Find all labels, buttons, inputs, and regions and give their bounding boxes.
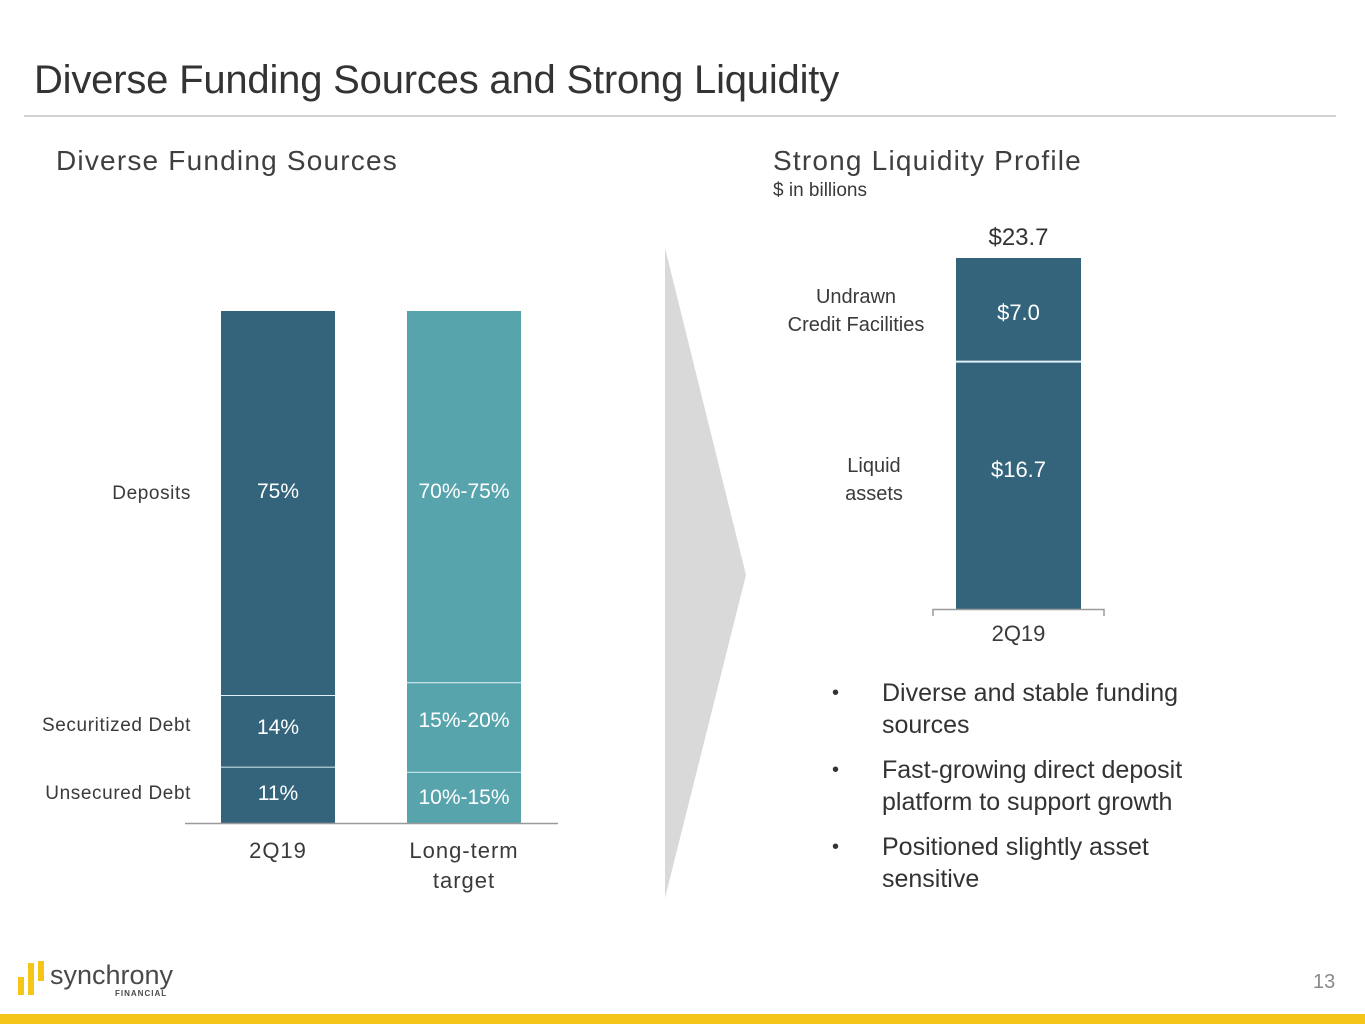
bar-segment-liquid-assets (956, 361, 1081, 609)
x-axis-tick-label: 2Q19 (249, 838, 307, 863)
bar-segment-securitized-debt (221, 695, 335, 767)
bullet-text: Diverse and stable funding sources (882, 679, 1179, 739)
data-label: 11% (258, 782, 298, 805)
bar-segment-deposits (221, 311, 335, 695)
series-label: Credit Facilities (788, 314, 925, 336)
bullet-item: • Positioned slightly asset sensitive (826, 831, 1246, 895)
data-label: $16.7 (991, 457, 1046, 482)
x-axis-tick-label: Long-term (409, 838, 518, 863)
slide-title: Diverse Funding Sources and Strong Liqui… (34, 58, 839, 102)
data-label: $7.0 (997, 300, 1040, 325)
page-number: 13 (1313, 971, 1336, 993)
bar-segment-unsecured-debt (407, 771, 521, 823)
funding-sources-chart: 75% 14% 11% 2Q19 70%-75% 15%-20% 10%-15% Long-t… (42, 311, 558, 893)
liquidity-section-title: Strong Liquidity Profile (773, 145, 1082, 176)
data-label: 10%-15% (418, 786, 509, 809)
key-points-list: • Diverse and stable funding sources • Fast… (826, 677, 1246, 908)
x-axis-tick-label: 2Q19 (992, 621, 1046, 646)
segment-legend-label: Deposits (112, 483, 191, 504)
bar-segment-undrawn-credit-facilities (956, 258, 1081, 362)
bullet-item: • Fast-growing direct deposit platform to… (826, 754, 1246, 818)
bullet-dot-icon: • (832, 836, 840, 858)
data-label: 70%-75% (418, 480, 509, 503)
bullet-dot-icon: • (832, 682, 840, 704)
logo-bars-icon (18, 961, 44, 995)
liquidity-profile-chart: $16.7 $7.0 $23.7 Liquid assets Undrawn Credit … (788, 224, 1105, 646)
transition-arrow-icon (665, 248, 746, 898)
segment-legend-label: Securitized Debt (42, 715, 191, 736)
x-axis-tick-label: target (433, 868, 495, 893)
bullet-item: • Diverse and stable funding sources (826, 677, 1246, 741)
liquidity-units-subtitle: $ in billions (773, 180, 867, 201)
segment-legend-label: Unsecured Debt (45, 783, 191, 804)
bar-segment-deposits (407, 311, 521, 683)
funding-section-title: Diverse Funding Sources (56, 145, 398, 176)
title-divider (24, 115, 1336, 117)
bar-segment-unsecured-debt (221, 766, 335, 823)
synchrony-logo: synchrony FINANCIAL (18, 957, 188, 1006)
bullet-text: Positioned slightly asset sensitive (882, 833, 1149, 893)
series-label: Liquid (847, 455, 900, 477)
data-label: 75% (257, 480, 299, 503)
total-label: $23.7 (988, 224, 1048, 251)
bar-segment-securitized-debt (407, 682, 521, 772)
data-label: 15%-20% (418, 709, 509, 732)
series-label: assets (845, 483, 903, 505)
logo-tagline: FINANCIAL (115, 989, 167, 998)
bullet-dot-icon: • (832, 759, 840, 781)
series-label: Undrawn (816, 286, 896, 308)
logo-wordmark: synchrony (50, 960, 174, 990)
footer-accent-bar (0, 1014, 1365, 1024)
bullet-text: Fast-growing direct deposit platform to … (882, 756, 1183, 816)
x-axis-line (932, 608, 1105, 616)
data-label: 14% (257, 716, 299, 739)
